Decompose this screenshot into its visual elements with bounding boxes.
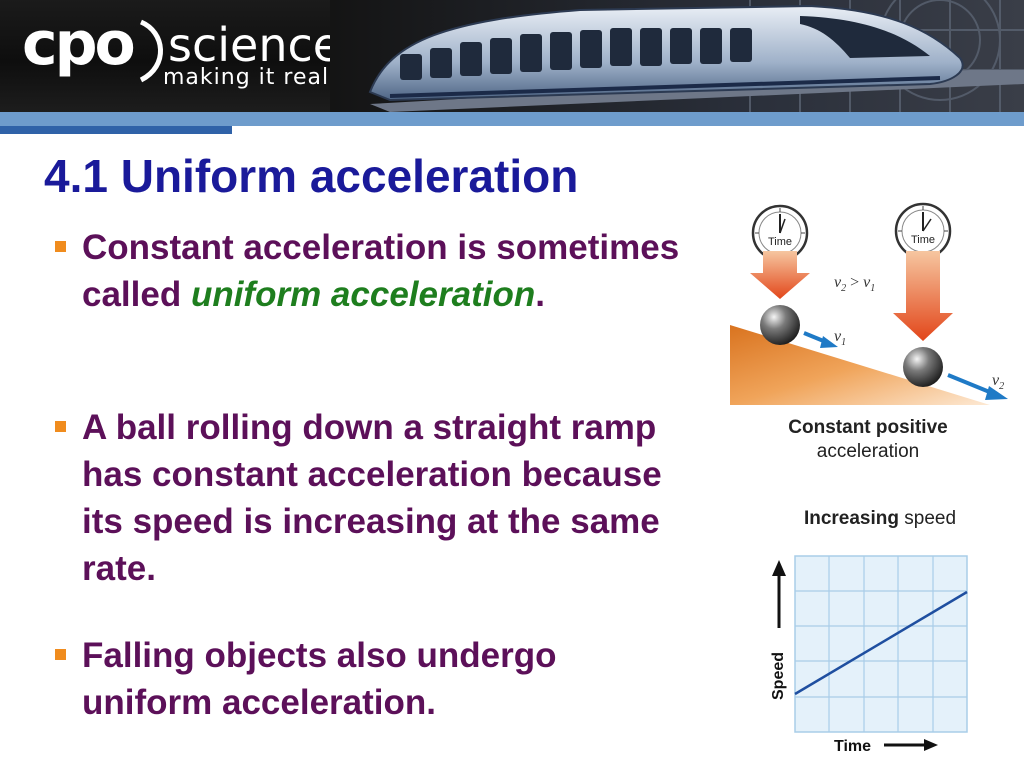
slide-title: 4.1 Uniform acceleration <box>44 150 579 202</box>
logo-cpo-text: cpo <box>22 9 136 79</box>
clock-1-icon <box>751 204 809 262</box>
bullet-item-1: Constant acceleration is sometimes calle… <box>55 224 692 318</box>
bullet-item-2: A ball rolling down a straight ramp has … <box>55 404 692 592</box>
v1-label: v1 <box>834 328 846 348</box>
graph-title-normal: speed <box>899 508 957 529</box>
graph-grid <box>795 556 967 732</box>
logo-science-text: science <box>168 18 342 72</box>
bullet-2-text: A ball rolling down a straight ramp has … <box>82 408 662 588</box>
bullet-item-3: Falling objects also undergo uniform acc… <box>55 632 692 726</box>
bullet-marker-icon <box>55 649 66 660</box>
header-banner: cpo science making it real. <box>0 0 1024 112</box>
velocity-relation-label: v2 > v1 <box>834 274 875 294</box>
ramp-illustration: Time Time v2 > v1 v1 v2 <box>730 202 1008 405</box>
velocity-arrow-1-icon <box>803 331 838 348</box>
x-axis-arrow-icon <box>884 739 938 751</box>
x-axis-label: Time <box>834 738 871 755</box>
ball-1-icon <box>760 305 800 345</box>
velocity-arrow-2-icon <box>947 373 1008 400</box>
ramp-caption-normal: acceleration <box>816 441 920 462</box>
logo-swoosh-icon <box>139 19 163 83</box>
clock-2-icon <box>894 202 952 260</box>
header-stripe-accent <box>0 126 232 134</box>
bullet-3-text: Falling objects also undergo uniform acc… <box>82 636 557 722</box>
ramp-caption-bold: Constant positive <box>788 417 948 438</box>
v2-label: v2 <box>992 372 1004 392</box>
y-axis-label: Speed <box>770 652 787 700</box>
bullet-1-emphasis: uniform acceleration <box>190 275 536 314</box>
header-stripe <box>0 112 1024 126</box>
graph-title: Increasing speed <box>760 508 1000 530</box>
logo-tagline: making it real. <box>163 65 338 90</box>
bullet-marker-icon <box>55 421 66 432</box>
down-arrow-2-icon <box>893 251 953 341</box>
speed-line <box>794 590 968 696</box>
clock-2-label: Time <box>911 234 935 246</box>
graph-title-bold: Increasing <box>803 508 899 529</box>
ramp-caption: Constant positive acceleration <box>730 416 1006 464</box>
bullet-1-period: . <box>535 275 545 314</box>
speed-time-graph: Speed Time <box>770 555 968 755</box>
down-arrow-1-icon <box>750 251 810 299</box>
y-axis-arrow-icon <box>772 560 786 628</box>
bullet-1-text: Constant acceleration is sometimes calle… <box>82 228 680 314</box>
bullet-marker-icon <box>55 241 66 252</box>
maglev-train-image <box>330 0 1024 112</box>
clock-1-label: Time <box>768 236 792 248</box>
ball-2-icon <box>903 347 943 387</box>
